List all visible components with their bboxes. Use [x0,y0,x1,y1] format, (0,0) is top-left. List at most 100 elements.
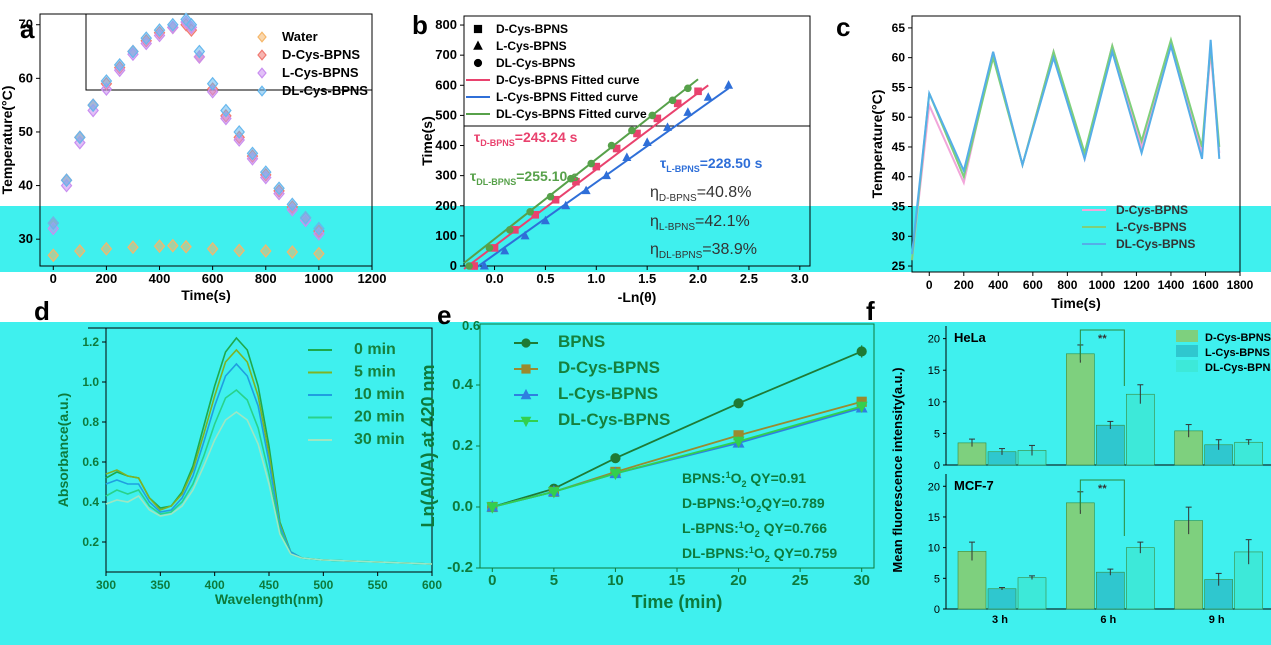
subplot-title: HeLa [954,330,987,345]
eta-label: ηL-BPNS=42.1% [650,213,750,233]
legend-swatch [1176,345,1198,357]
series-line [105,362,433,565]
data-point [193,44,206,59]
data-point [286,245,299,259]
data-point [113,57,126,72]
legend-label: DL-Cys-BPNS [496,56,575,70]
data-point [313,246,325,261]
x-tick-label: 3.0 [791,271,809,286]
legend-label: L-Cys-BPNS [282,65,359,80]
data-point [567,174,575,183]
y-tick-label: 5 [934,428,940,440]
y-axis-label: Mean fluorescence intensity(a.u.) [890,367,905,572]
y-tick-label: 5 [934,573,940,585]
legend-marker [520,416,532,428]
fit-line [463,78,699,264]
y-tick-label: 0.2 [452,437,473,454]
data-point [724,80,734,89]
panel-a: 0 200 400 600 800 1000 1200 30 40 50 60 70 Time(s) Te… [0,12,386,303]
legend-label: Water [282,29,318,44]
y-tick-label: 0 [934,604,940,616]
x-tick-label: 400 [988,278,1008,292]
data-point [540,215,550,225]
data-point [684,84,692,93]
legend-label: D-Cys-BPNS [1205,332,1271,344]
data-point [610,453,621,464]
x-tick-label: 550 [368,578,388,592]
panel-label-c: c [836,12,851,42]
data-point [233,133,245,147]
significance-bracket [1079,479,1125,536]
data-point [648,111,657,120]
data-point [601,170,611,180]
data-point [628,126,636,135]
data-point [546,192,555,201]
fit-line [463,84,709,270]
y-axis-label: Absorbance(a.u.) [55,393,71,507]
legend-marker [257,67,267,79]
data-point [206,241,219,256]
data-point [87,98,99,113]
y-axis-label: Time(s) [419,116,435,166]
y-tick-label: 15 [928,512,940,524]
category-label: 9 h [1209,614,1225,626]
x-tick-label: 450 [259,578,279,592]
legend-marker [473,58,483,68]
data-point [127,44,139,59]
data-point [485,244,494,252]
panel-e: 0 5 10 15 20 25 30 -0.2 0.0 0.2 0.4 Time (min) Ln(A0… [418,318,875,612]
significance-label: ** [1098,483,1107,495]
x-tick-label: 20 [730,572,747,589]
y-axis-label: Temperature(°C) [0,86,15,195]
qy-label: DL-BPNS:1O2 QY=0.759 [682,545,837,564]
legend-label: 30 min [354,431,405,448]
x-tick-label: 0 [926,278,933,292]
legend-marker [521,338,531,348]
y-tick-label: 1.0 [82,375,99,389]
data-point [60,173,73,188]
data-point [505,226,514,234]
x-tick-label: 0.0 [485,271,503,286]
data-point [206,84,219,99]
data-point [233,125,245,139]
legend-label: BPNS [558,332,605,351]
y-tick-label: 1.2 [82,335,99,349]
legend-label: DL-Cys-BPNS [1205,362,1271,374]
x-tick-label: 200 [954,278,974,292]
y-tick-label: 55 [892,80,906,94]
data-point [273,181,285,196]
data-point [547,487,560,499]
y-tick-label: 0 [450,258,457,273]
data-point [663,122,673,131]
bar [1126,393,1155,466]
legend-marker [257,85,267,97]
data-point [520,230,530,240]
data-point [47,248,60,263]
x-tick-label: 0 [50,271,57,286]
y-tick-label: 35 [892,200,906,214]
legend-marker [521,364,531,374]
panel-f: 0 5 10 15 20 HeLa ** 0 5 10 15 20 MCF-7 3 h 6 h 9 h ** D-… [890,326,1271,626]
legend-label: D-Cys-BPNS Fitted curve [496,73,640,87]
legend-label: 5 min [354,364,396,381]
panel-c: 0 200 400 600 800 1000 1200 1400 1600 1800 25 30 35 4… [869,15,1254,311]
subplot-title: MCF-7 [954,478,994,493]
data-point [74,130,86,145]
y-tick-label: 40 [892,170,906,184]
legend-swatch [1176,360,1198,372]
y-tick-label: 10 [928,543,940,555]
y-tick-label: 15 [928,365,940,377]
plot-frame [911,15,1241,273]
data-point [185,17,198,32]
x-tick-label: 1000 [304,271,333,286]
y-tick-label: 50 [892,110,906,124]
legend-label: L-Cys-BPNS [558,384,658,403]
x-tick-label: 15 [669,572,686,589]
x-axis-label: Time (min) [632,592,723,612]
y-tick-label: 400 [435,138,457,153]
y-tick-label: 20 [928,334,940,346]
x-tick-label: 1.5 [638,271,656,286]
y-tick-label: 800 [435,17,457,32]
bar [1066,502,1095,610]
